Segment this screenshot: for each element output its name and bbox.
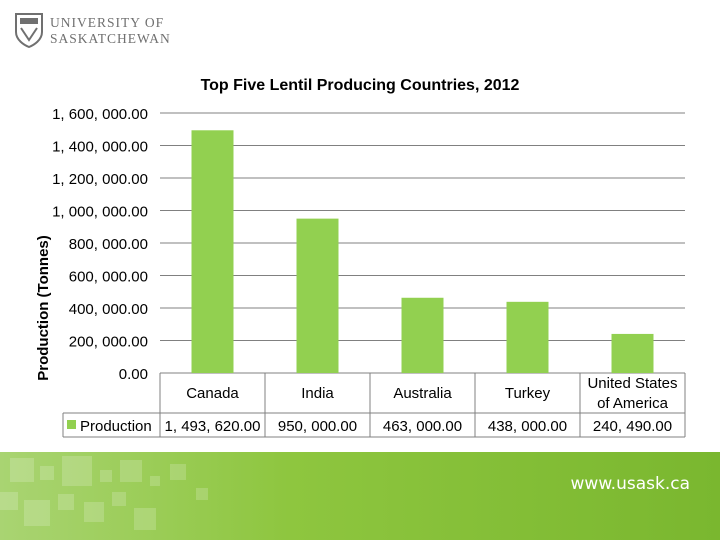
bar xyxy=(506,301,549,373)
y-tick-label: 600, 000.00 xyxy=(69,269,148,286)
y-tick-label: 200, 000.00 xyxy=(69,334,148,351)
bar-chart: 0.00 200, 000.00 400, 000.00 600, 000.00 800… xyxy=(35,106,686,438)
data-label: 1, 493, 620.00 xyxy=(165,418,261,435)
data-label: 950, 000.00 xyxy=(278,418,357,435)
y-tick-label: 400, 000.00 xyxy=(69,301,148,318)
y-tick-label: 0.00 xyxy=(119,366,148,383)
data-label: 463, 000.00 xyxy=(383,418,462,435)
data-label: 240, 490.00 xyxy=(593,418,672,435)
footer-url: www.usask.ca xyxy=(570,474,690,494)
y-tick-label: 1, 600, 000.00 xyxy=(52,106,148,123)
legend-label: Production xyxy=(80,418,152,435)
logo-line-1: UNIVERSITY OF xyxy=(50,15,165,30)
bar xyxy=(191,130,234,373)
logo-line-2: SASKATCHEWAN xyxy=(50,31,171,46)
bar xyxy=(296,218,339,373)
footer-banner xyxy=(0,452,720,540)
category-label: of America xyxy=(597,395,669,412)
bar xyxy=(401,297,444,373)
y-tick-label: 1, 200, 000.00 xyxy=(52,171,148,188)
data-label: 438, 000.00 xyxy=(488,418,567,435)
bar xyxy=(611,333,654,373)
category-label: Canada xyxy=(186,385,239,402)
category-label: United States xyxy=(587,375,677,392)
y-tick-label: 800, 000.00 xyxy=(69,236,148,253)
crest-icon xyxy=(15,13,43,48)
y-tick-label: 1, 000, 000.00 xyxy=(52,204,148,221)
category-label: Australia xyxy=(393,385,452,402)
legend-swatch xyxy=(67,420,76,429)
y-axis-title: Production (Tonnes) xyxy=(35,235,52,381)
category-label: Turkey xyxy=(505,385,551,402)
chart-title: Top Five Lentil Producing Countries, 201… xyxy=(200,77,520,94)
university-logo: UNIVERSITY OF SASKATCHEWAN xyxy=(14,10,170,50)
y-tick-label: 1, 400, 000.00 xyxy=(52,139,148,156)
category-label: India xyxy=(301,385,334,402)
